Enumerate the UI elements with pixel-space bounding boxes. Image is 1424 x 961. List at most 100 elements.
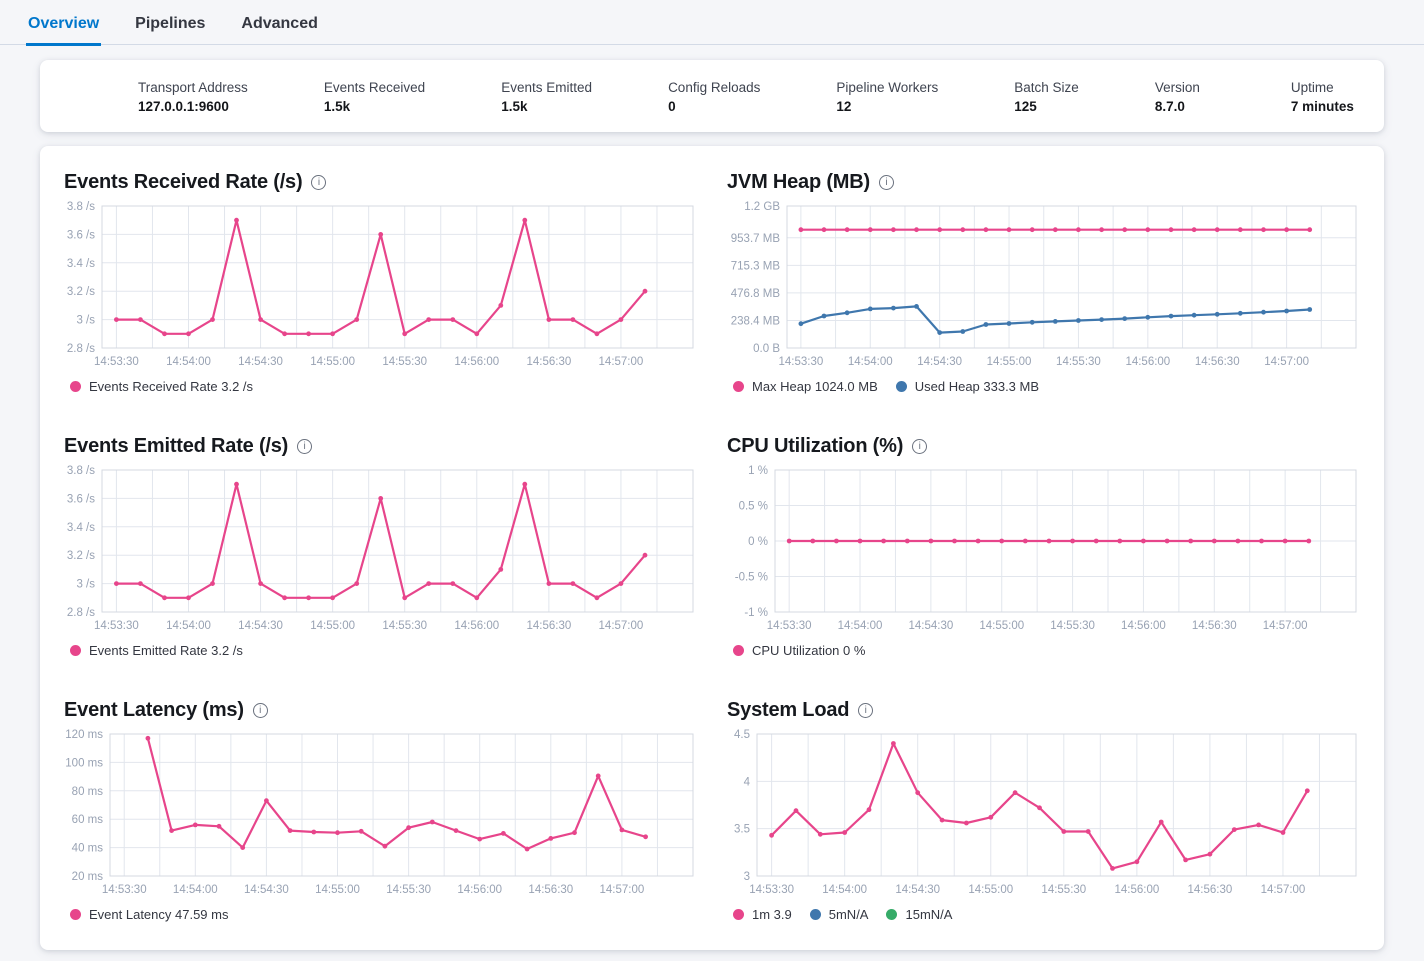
svg-text:120 ms: 120 ms (65, 729, 103, 741)
svg-text:14:56:00: 14:56:00 (1125, 356, 1170, 368)
svg-text:0 %: 0 % (748, 536, 768, 548)
svg-text:-1 %: -1 % (744, 607, 768, 619)
svg-text:80 ms: 80 ms (72, 786, 104, 798)
svg-text:14:53:30: 14:53:30 (778, 356, 823, 368)
summary-label: Events Emitted (501, 80, 593, 95)
chart-jvm-heap: JVM Heap (MB) i 1.2 GB 953.7 MB 715.3 MB 47… (727, 168, 1360, 396)
chart-title: System Load (727, 698, 850, 721)
svg-text:14:55:30: 14:55:30 (382, 356, 427, 368)
svg-text:0.5 %: 0.5 % (739, 501, 768, 513)
svg-text:14:55:30: 14:55:30 (386, 884, 431, 896)
chart-event-latency: Event Latency (ms) i 120 ms 100 ms 80 ms 60… (64, 696, 697, 924)
chart-legend: CPU Utilization 0 % (733, 640, 1360, 660)
svg-text:14:54:30: 14:54:30 (238, 620, 283, 632)
chart-header: System Load i (727, 696, 1360, 724)
svg-text:3: 3 (744, 871, 750, 883)
svg-text:14:57:00: 14:57:00 (599, 356, 644, 368)
summary-label: Batch Size (1014, 80, 1079, 95)
legend-label: Used Heap 333.3 MB (914, 378, 1040, 394)
info-icon[interactable]: i (252, 703, 268, 718)
summary-item-events-emitted: Events Emitted 1.5k (501, 79, 592, 117)
legend-item[interactable]: 15mN/A (886, 907, 952, 922)
svg-text:14:56:30: 14:56:30 (1192, 620, 1237, 632)
info-icon[interactable]: i (311, 175, 327, 190)
chart-header: Events Received Rate (/s) i (64, 168, 697, 196)
svg-text:14:53:30: 14:53:30 (749, 884, 794, 896)
svg-text:3.2 /s: 3.2 /s (67, 286, 95, 298)
legend-label: Max Heap 1024.0 MB (752, 378, 878, 394)
svg-text:60 ms: 60 ms (72, 814, 104, 826)
svg-text:14:54:00: 14:54:00 (173, 884, 218, 896)
top-tabbar: Overview Pipelines Advanced (0, 0, 1424, 46)
svg-text:14:56:30: 14:56:30 (1195, 356, 1240, 368)
info-icon[interactable]: i (297, 439, 313, 454)
svg-text:14:56:30: 14:56:30 (526, 620, 571, 632)
svg-text:14:55:00: 14:55:00 (968, 884, 1013, 896)
svg-text:14:56:00: 14:56:00 (1114, 884, 1159, 896)
legend-label: Events Received Rate 3.2 /s (89, 378, 254, 394)
svg-text:3.8 /s: 3.8 /s (67, 201, 95, 213)
summary-bar: Transport Address 127.0.0.1:9600 Events … (40, 60, 1384, 132)
chart-title: Events Received Rate (/s) (64, 170, 303, 193)
legend-item[interactable]: Event Latency 47.59 ms (70, 907, 228, 922)
chart-title: Event Latency (ms) (64, 698, 244, 721)
legend-dot-icon (733, 908, 744, 920)
chart-title: Events Emitted Rate (/s) (64, 434, 289, 457)
info-icon[interactable]: i (858, 703, 874, 718)
svg-text:14:53:30: 14:53:30 (102, 884, 147, 896)
tab-advanced[interactable]: Advanced (241, 15, 318, 32)
cpu-utilization-plot[interactable]: 1 % 0.5 % 0 % -0.5 % -1 %14:53:30 14:54:00 14:… (727, 462, 1360, 638)
system-load-plot[interactable]: 4.5 4 3.5 314:53:30 14:54:00 14:54:30 14:55:00… (727, 726, 1360, 902)
event-latency-plot[interactable]: 120 ms 100 ms 80 ms 60 ms 40 ms 20 ms14:53:30… (64, 726, 697, 902)
summary-item-version: Version 8.7.0 (1155, 79, 1215, 117)
info-icon[interactable]: i (878, 175, 894, 190)
svg-text:3.8 /s: 3.8 /s (67, 465, 95, 477)
legend-dot-icon (895, 380, 907, 392)
summary-value: 7 minutes (1290, 99, 1354, 114)
svg-text:14:54:00: 14:54:00 (848, 356, 893, 368)
legend-item[interactable]: Max Heap 1024.0 MB (733, 379, 878, 394)
summary-value: 127.0.0.1:9600 (138, 99, 229, 114)
tab-overview[interactable]: Overview (26, 3, 102, 46)
summary-label: Uptime (1290, 80, 1334, 95)
legend-label: Events Emitted Rate 3.2 /s (89, 642, 243, 658)
tab-pipelines[interactable]: Pipelines (135, 15, 206, 32)
legend-item[interactable]: 1m 3.9 (733, 907, 792, 922)
chart-events-emitted-rate: Events Emitted Rate (/s) i 3.8 /s 3.6 /s 3… (64, 432, 697, 660)
svg-text:14:56:00: 14:56:00 (457, 884, 502, 896)
svg-text:14:57:00: 14:57:00 (599, 620, 644, 632)
legend-item[interactable]: Events Received Rate 3.2 /s (70, 379, 253, 394)
legend-item[interactable]: 5mN/A (809, 907, 868, 922)
chart-legend: Events Received Rate 3.2 /s (70, 376, 697, 396)
summary-item-transport-address: Transport Address 127.0.0.1:9600 (138, 79, 248, 117)
svg-text:14:55:30: 14:55:30 (1041, 884, 1086, 896)
chart-legend: Events Emitted Rate 3.2 /s (70, 640, 697, 660)
legend-label: 1m 3.9 (752, 906, 792, 922)
svg-text:1.2 GB: 1.2 GB (744, 201, 780, 213)
events-emitted-rate-plot[interactable]: 3.8 /s 3.6 /s 3.4 /s 3.2 /s 3 /s 2.8 /s14:53:… (64, 462, 697, 638)
svg-text:14:55:00: 14:55:00 (979, 620, 1024, 632)
legend-item[interactable]: CPU Utilization 0 % (733, 643, 865, 658)
svg-text:0.0 B: 0.0 B (753, 343, 780, 355)
summary-item-events-received: Events Received 1.5k (324, 79, 425, 117)
info-icon[interactable]: i (912, 439, 928, 454)
summary-value: 8.7.0 (1154, 99, 1185, 114)
jvm-heap-plot[interactable]: 1.2 GB 953.7 MB 715.3 MB 476.8 MB 238.4 MB 0.… (727, 198, 1360, 374)
legend-label: Event Latency 47.59 ms (89, 906, 229, 922)
svg-text:14:53:30: 14:53:30 (94, 356, 139, 368)
svg-text:14:56:30: 14:56:30 (1188, 884, 1233, 896)
svg-text:1 %: 1 % (748, 465, 768, 477)
svg-text:14:55:30: 14:55:30 (1056, 356, 1101, 368)
legend-label: CPU Utilization 0 % (752, 642, 866, 658)
svg-text:2.8 /s: 2.8 /s (67, 607, 95, 619)
legend-item[interactable]: Used Heap 333.3 MB (895, 378, 1040, 394)
events-received-rate-plot[interactable]: 3.8 /s 3.6 /s 3.4 /s 3.2 /s 3 /s 2.8 /s14:53:… (64, 198, 697, 374)
summary-label: Pipeline Workers (836, 80, 939, 95)
chart-title: CPU Utilization (%) (727, 434, 904, 457)
svg-text:14:56:00: 14:56:00 (454, 356, 499, 368)
summary-item-uptime: Uptime 7 minutes (1291, 79, 1354, 117)
svg-text:238.4 MB: 238.4 MB (731, 315, 781, 327)
legend-dot-icon (70, 908, 81, 920)
svg-text:14:56:30: 14:56:30 (528, 884, 573, 896)
legend-item[interactable]: Events Emitted Rate 3.2 /s (70, 643, 243, 658)
